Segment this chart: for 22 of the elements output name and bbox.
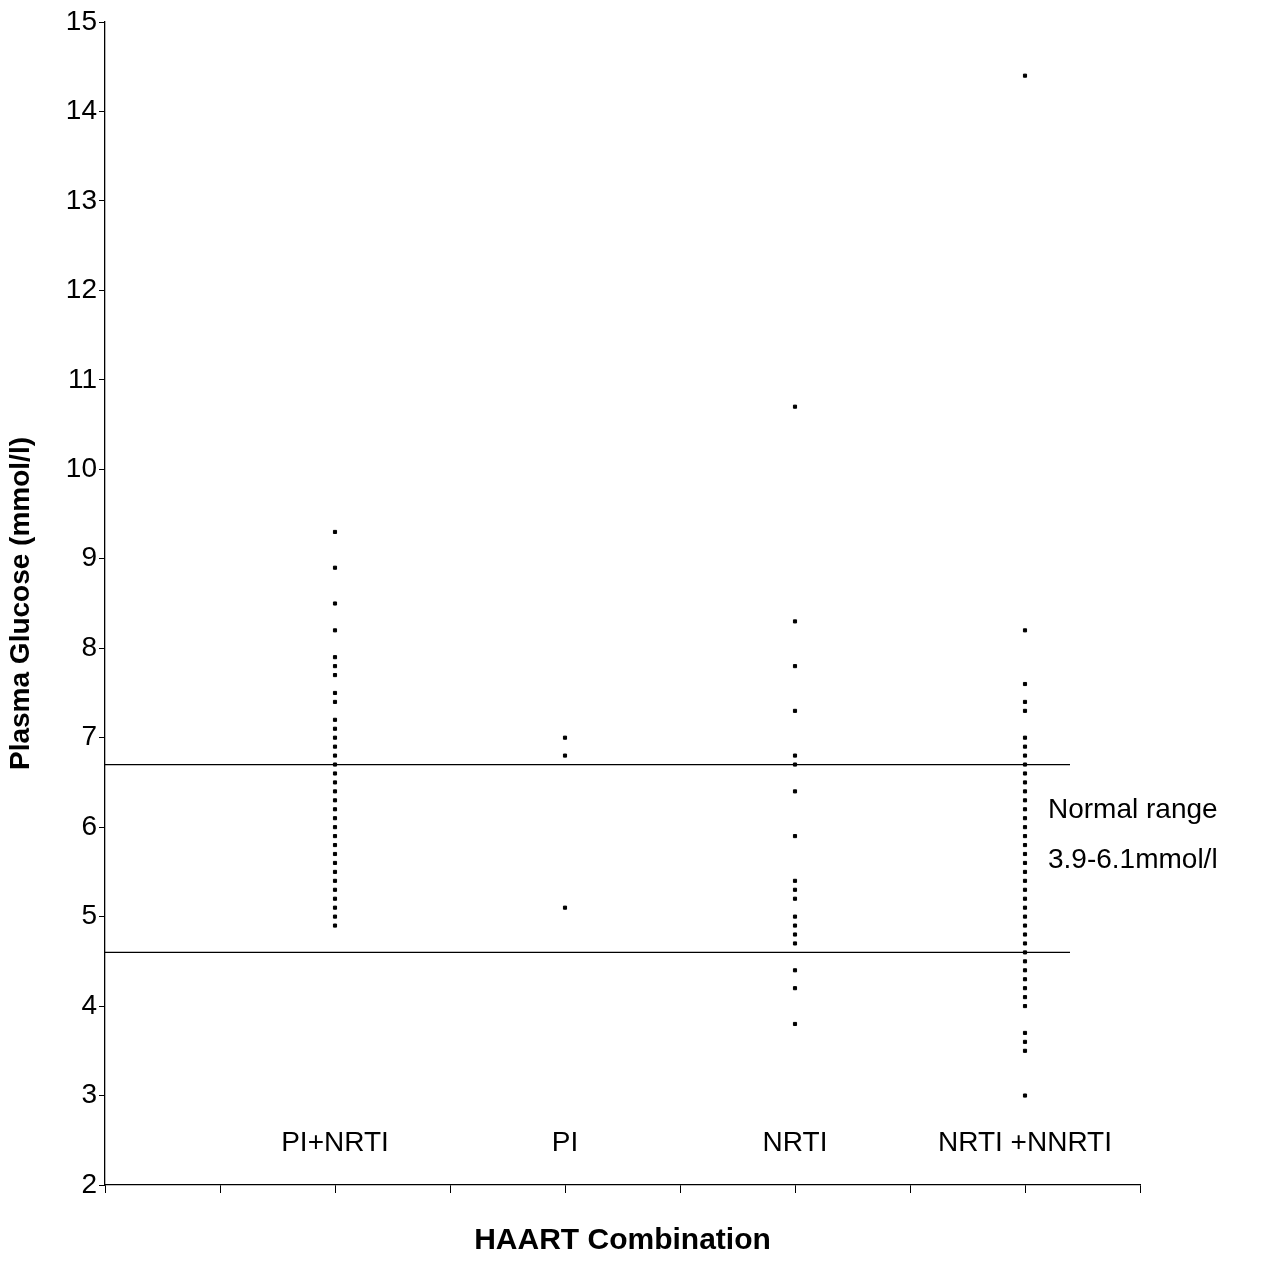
y-tick-label: 2	[81, 1167, 97, 1199]
y-tick-label: 3	[81, 1078, 97, 1110]
annotation: 3.9-6.1mmol/l	[1048, 843, 1218, 875]
y-tick-label: 10	[65, 452, 97, 484]
y-tick-label: 13	[65, 183, 97, 215]
y-tick-label: 14	[65, 94, 97, 126]
x-tick-label: NRTI +NNRTI	[938, 1125, 1112, 1157]
y-tick-label: 15	[65, 4, 97, 36]
y-tick-label: 6	[81, 809, 97, 841]
annotation: Normal range	[1048, 793, 1218, 825]
x-axis-title: HAART Combination	[474, 1222, 771, 1256]
y-tick-label: 7	[81, 720, 97, 752]
y-tick-label: 9	[81, 541, 97, 573]
y-tick-label: 11	[67, 362, 97, 394]
y-tick-label: 4	[81, 988, 97, 1020]
y-axis-title: Plasma Glucose (mmol/l)	[3, 437, 35, 770]
x-tick-label: PI	[551, 1125, 579, 1157]
y-tick-label: 12	[65, 273, 97, 305]
y-tick-label: 5	[81, 899, 97, 931]
x-tick-label: PI+NRTI	[281, 1125, 389, 1157]
x-tick-label: NRTI	[762, 1125, 828, 1157]
y-tick-label: 8	[81, 630, 97, 662]
